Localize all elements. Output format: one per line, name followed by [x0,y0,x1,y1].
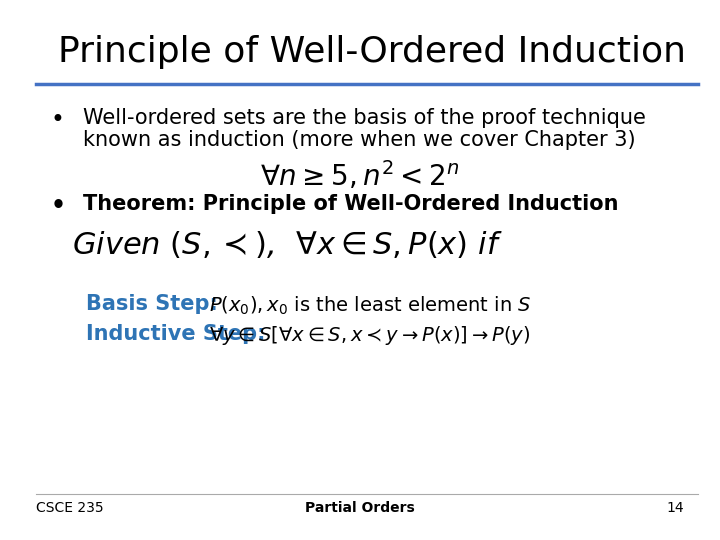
Text: Theorem: Principle of Well-Ordered Induction: Theorem: Principle of Well-Ordered Induc… [83,194,618,214]
Text: Inductive Step:: Inductive Step: [86,324,266,344]
Text: Given $(S, \prec)$,  $\forall x \in S, P(x)$ if: Given $(S, \prec)$, $\forall x \in S, P(… [72,230,503,260]
Text: •: • [50,108,64,132]
Text: Well-ordered sets are the basis of the proof technique: Well-ordered sets are the basis of the p… [83,108,646,128]
Text: Partial Orders: Partial Orders [305,501,415,515]
Text: CSCE 235: CSCE 235 [36,501,104,515]
Text: $P(x_0), x_0$ is the least element in $S$: $P(x_0), x_0$ is the least element in $S… [209,294,531,316]
Text: •: • [50,194,66,218]
Text: 14: 14 [667,501,684,515]
Text: known as induction (more when we cover Chapter 3): known as induction (more when we cover C… [83,130,636,150]
Text: $\forall n \geq 5, n^2 < 2^n$: $\forall n \geq 5, n^2 < 2^n$ [260,159,460,192]
Text: Basis Step:: Basis Step: [86,294,218,314]
Text: Principle of Well-Ordered Induction: Principle of Well-Ordered Induction [58,35,685,69]
Text: $\forall y \in S[\forall x \in S, x \prec y \rightarrow P(x)] \rightarrow P(y)$: $\forall y \in S[\forall x \in S, x \pre… [209,324,530,347]
